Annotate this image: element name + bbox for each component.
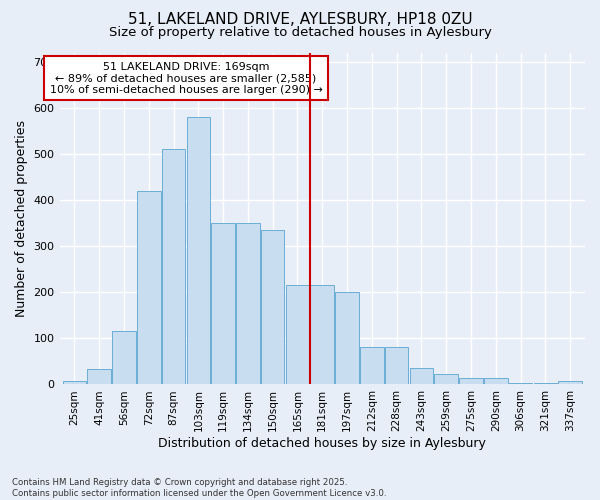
Bar <box>261 230 284 384</box>
Bar <box>211 223 235 384</box>
Bar <box>286 286 309 384</box>
Bar <box>484 378 508 384</box>
Bar <box>88 369 111 384</box>
Bar <box>335 292 359 384</box>
Bar <box>533 382 557 384</box>
Bar <box>187 117 210 384</box>
Y-axis label: Number of detached properties: Number of detached properties <box>15 120 28 317</box>
Bar <box>559 381 582 384</box>
Bar <box>162 150 185 384</box>
X-axis label: Distribution of detached houses by size in Aylesbury: Distribution of detached houses by size … <box>158 437 486 450</box>
Bar <box>385 346 409 385</box>
Bar <box>410 368 433 384</box>
Bar <box>137 191 161 384</box>
Text: Contains HM Land Registry data © Crown copyright and database right 2025.
Contai: Contains HM Land Registry data © Crown c… <box>12 478 386 498</box>
Text: 51, LAKELAND DRIVE, AYLESBURY, HP18 0ZU: 51, LAKELAND DRIVE, AYLESBURY, HP18 0ZU <box>128 12 472 28</box>
Text: 51 LAKELAND DRIVE: 169sqm
← 89% of detached houses are smaller (2,585)
10% of se: 51 LAKELAND DRIVE: 169sqm ← 89% of detac… <box>50 62 322 95</box>
Bar <box>112 332 136 384</box>
Bar <box>310 286 334 384</box>
Bar <box>236 223 260 384</box>
Bar <box>360 346 383 385</box>
Bar <box>62 381 86 384</box>
Bar <box>434 374 458 384</box>
Bar <box>509 382 532 384</box>
Bar <box>459 378 483 384</box>
Text: Size of property relative to detached houses in Aylesbury: Size of property relative to detached ho… <box>109 26 491 39</box>
